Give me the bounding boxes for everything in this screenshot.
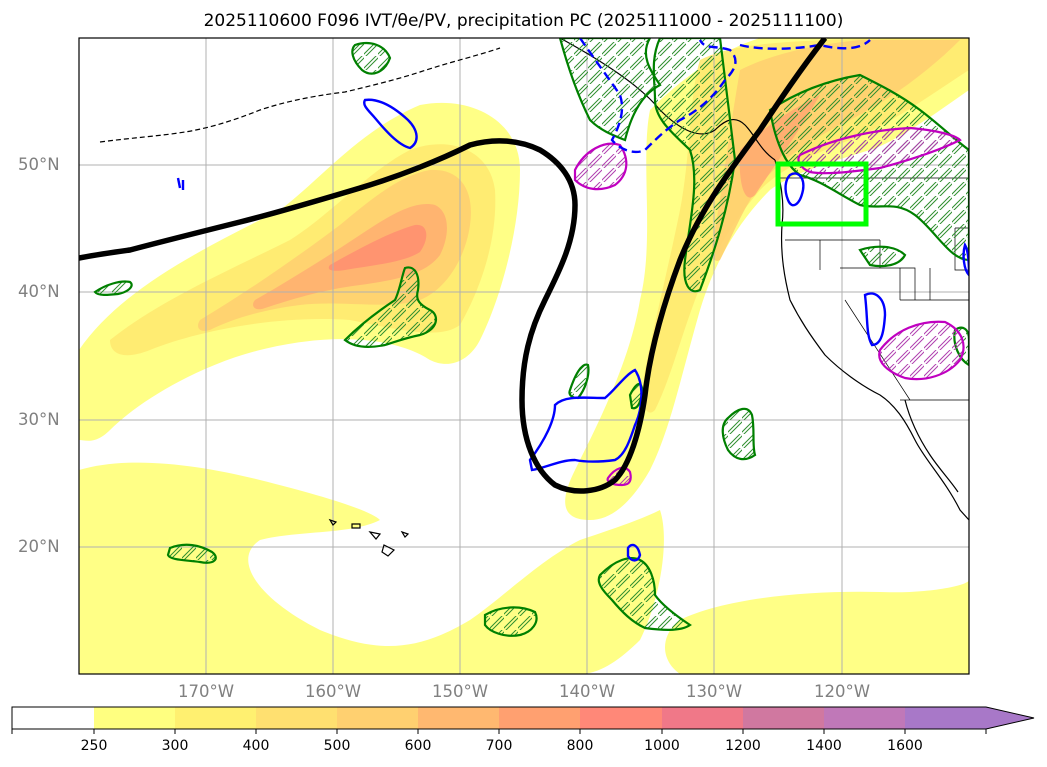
colorbar-segment-400-500	[256, 707, 337, 729]
colorbar-label-800: 800	[566, 738, 594, 754]
colorbar-segment-300-400	[175, 707, 256, 729]
lat-label-20n: 20°N	[18, 537, 60, 556]
colorbar-segment-500-600	[337, 707, 418, 729]
colorbar-segment-below-250	[12, 707, 94, 729]
colorbar-segment-800-1000	[580, 707, 662, 729]
map-frame	[78, 37, 970, 675]
lon-label-120w: 120°W	[813, 682, 871, 701]
pv-small	[626, 543, 642, 562]
baja-peninsula	[904, 399, 959, 493]
lat-label-50n: 50°N	[18, 155, 60, 174]
green-northern-blob	[558, 38, 662, 142]
colorbar-segment-1000-1200	[662, 707, 743, 729]
green-east-1	[858, 245, 907, 268]
colorbar-label-1000: 1000	[644, 738, 680, 754]
green-alaska-blob	[351, 41, 392, 75]
box-of-interest	[775, 161, 869, 227]
colorbar-label-500: 500	[323, 738, 351, 754]
ivt-250-central-band	[565, 38, 969, 520]
lon-label-140w: 140°W	[558, 682, 616, 701]
colorbar-segment-700-800	[499, 707, 580, 729]
ivt-250-southeast	[665, 580, 969, 674]
green-small-3	[93, 280, 133, 296]
green-north-band	[652, 38, 737, 293]
colorbar-segment-1200-1400	[743, 707, 824, 729]
theta-e-contour	[79, 38, 828, 494]
colorbar-segment-1600-plus	[905, 707, 986, 729]
colorbar-extend-arrow	[986, 707, 1034, 729]
aleutian-islands	[99, 47, 501, 143]
green-southern-blob	[597, 557, 692, 631]
green-small-1	[483, 606, 538, 637]
colorbar-label-1200: 1200	[725, 738, 761, 754]
colorbar-segment-600-700	[418, 707, 499, 729]
lat-label-30n: 30°N	[18, 410, 60, 429]
map-title: 2025110600 F096 IVT/θe/PV, precipitation…	[203, 11, 844, 31]
pv-contours	[176, 38, 969, 562]
pv-west	[176, 177, 185, 190]
pv-dashed-north	[579, 38, 871, 154]
pv-east-1	[863, 292, 887, 347]
ivt-600-west	[328, 224, 427, 271]
green-midpacific-1	[568, 363, 590, 400]
pv-north	[363, 98, 418, 150]
colorbar-label-1400: 1400	[806, 738, 842, 754]
green-subtropic-blob	[721, 407, 757, 461]
magenta-north-1	[573, 142, 628, 191]
pv-coast	[784, 172, 805, 207]
pv-mid-loop	[528, 368, 643, 472]
green-central-blob	[343, 266, 438, 348]
colorbar-label-700: 700	[485, 738, 513, 754]
colorbar-ticks	[11, 729, 987, 734]
colorbar-segment-250-300	[94, 707, 175, 729]
colorbar-label-250: 250	[80, 738, 108, 754]
hawaiian-islands	[328, 518, 410, 557]
ivt-400-central	[712, 40, 960, 261]
lon-label-150w: 150°W	[431, 682, 489, 701]
colorbar-label-1600: 1600	[887, 738, 923, 754]
colorbar-segment-1400-1600	[824, 707, 905, 729]
lat-label-40n: 40°N	[18, 282, 60, 301]
map-area	[79, 38, 969, 674]
lon-label-130w: 130°W	[685, 682, 743, 701]
magenta-south-east	[878, 320, 965, 381]
colorbar-label-300: 300	[161, 738, 189, 754]
lon-label-170w: 170°W	[177, 682, 235, 701]
green-small-2	[166, 543, 217, 564]
colorbar-label-400: 400	[242, 738, 270, 754]
colorbar	[11, 706, 1035, 734]
lon-label-160w: 160°W	[304, 682, 362, 701]
pv-east-2	[962, 242, 969, 277]
colorbar-outline	[11, 706, 1035, 730]
colorbar-label-600: 600	[404, 738, 432, 754]
